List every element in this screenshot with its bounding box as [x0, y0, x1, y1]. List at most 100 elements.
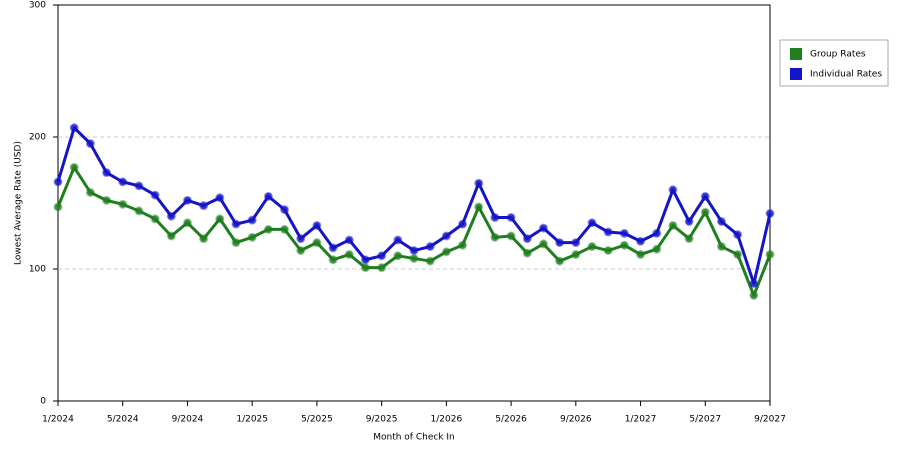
point: [587, 242, 597, 252]
x-tick-label: 9/2026: [560, 415, 592, 425]
point: [85, 187, 95, 197]
point: [182, 195, 192, 205]
point: [296, 234, 306, 244]
point: [393, 235, 403, 245]
point: [247, 232, 257, 242]
plot-frame: [57, 4, 771, 402]
point: [765, 249, 775, 259]
point: [166, 231, 176, 241]
y-tick-label: 200: [29, 133, 46, 143]
point: [360, 263, 370, 273]
point: [749, 279, 759, 289]
point: [102, 195, 112, 205]
y-tick-label: 300: [29, 1, 46, 11]
point: [571, 249, 581, 259]
point: [69, 162, 79, 172]
x-tick-label: 5/2025: [301, 415, 333, 425]
x-tick-label: 5/2026: [495, 415, 527, 425]
point: [344, 249, 354, 259]
point: [53, 202, 63, 212]
point: [134, 181, 144, 191]
point: [344, 235, 354, 245]
point: [280, 205, 290, 215]
x-tick-label: 5/2024: [107, 415, 139, 425]
point: [652, 244, 662, 254]
point: [765, 209, 775, 219]
y-axis-label: Lowest Average Rate (USD): [14, 141, 24, 265]
point: [85, 139, 95, 149]
point: [118, 199, 128, 209]
point: [684, 234, 694, 244]
x-tick-label: 5/2027: [689, 415, 721, 425]
point: [700, 191, 710, 201]
point: [441, 231, 451, 241]
point: [425, 256, 435, 266]
point: [312, 238, 322, 248]
point: [296, 246, 306, 256]
point: [182, 218, 192, 228]
point: [199, 234, 209, 244]
point: [53, 177, 63, 187]
point: [474, 202, 484, 212]
point: [166, 211, 176, 221]
point: [652, 228, 662, 238]
point: [555, 256, 565, 266]
point: [716, 242, 726, 252]
point: [377, 251, 387, 261]
point: [215, 214, 225, 224]
legend-swatch: [790, 48, 802, 60]
point: [587, 218, 597, 228]
x-axis-label: Month of Check In: [373, 433, 455, 443]
point: [668, 220, 678, 230]
point: [555, 238, 565, 248]
y-tick-label: 0: [40, 397, 46, 407]
point: [312, 220, 322, 230]
point: [360, 255, 370, 265]
x-tick-label: 9/2027: [754, 415, 786, 425]
legend-label: Individual Rates: [810, 70, 882, 80]
x-tick-label: 9/2025: [366, 415, 398, 425]
point: [490, 213, 500, 223]
point: [636, 236, 646, 246]
series-line: [56, 165, 772, 297]
point: [619, 228, 629, 238]
point: [150, 190, 160, 200]
point: [231, 238, 241, 248]
point: [118, 177, 128, 187]
point: [538, 223, 548, 233]
x-tick-label: 1/2025: [236, 415, 268, 425]
point: [603, 227, 613, 237]
point: [522, 248, 532, 258]
point: [263, 224, 273, 234]
y-tick-label: 100: [29, 265, 46, 275]
point: [749, 290, 759, 300]
point: [425, 242, 435, 252]
point: [458, 240, 468, 250]
point: [458, 219, 468, 229]
point: [716, 216, 726, 226]
point: [231, 219, 241, 229]
point: [522, 234, 532, 244]
point: [636, 249, 646, 259]
point: [102, 168, 112, 178]
point: [215, 193, 225, 203]
x-tick-label: 1/2027: [625, 415, 657, 425]
point: [247, 215, 257, 225]
x-tick-label: 1/2024: [42, 415, 74, 425]
point: [409, 253, 419, 263]
point: [69, 123, 79, 133]
x-tick-label: 9/2024: [172, 415, 204, 425]
point: [490, 232, 500, 242]
point: [668, 185, 678, 195]
point: [603, 246, 613, 256]
point: [619, 240, 629, 250]
point: [150, 214, 160, 224]
point: [134, 206, 144, 216]
point: [263, 191, 273, 201]
point: [506, 231, 516, 241]
point: [280, 224, 290, 234]
point: [441, 247, 451, 257]
point: [377, 263, 387, 273]
point: [409, 246, 419, 256]
legend-label: Group Rates: [810, 50, 866, 60]
